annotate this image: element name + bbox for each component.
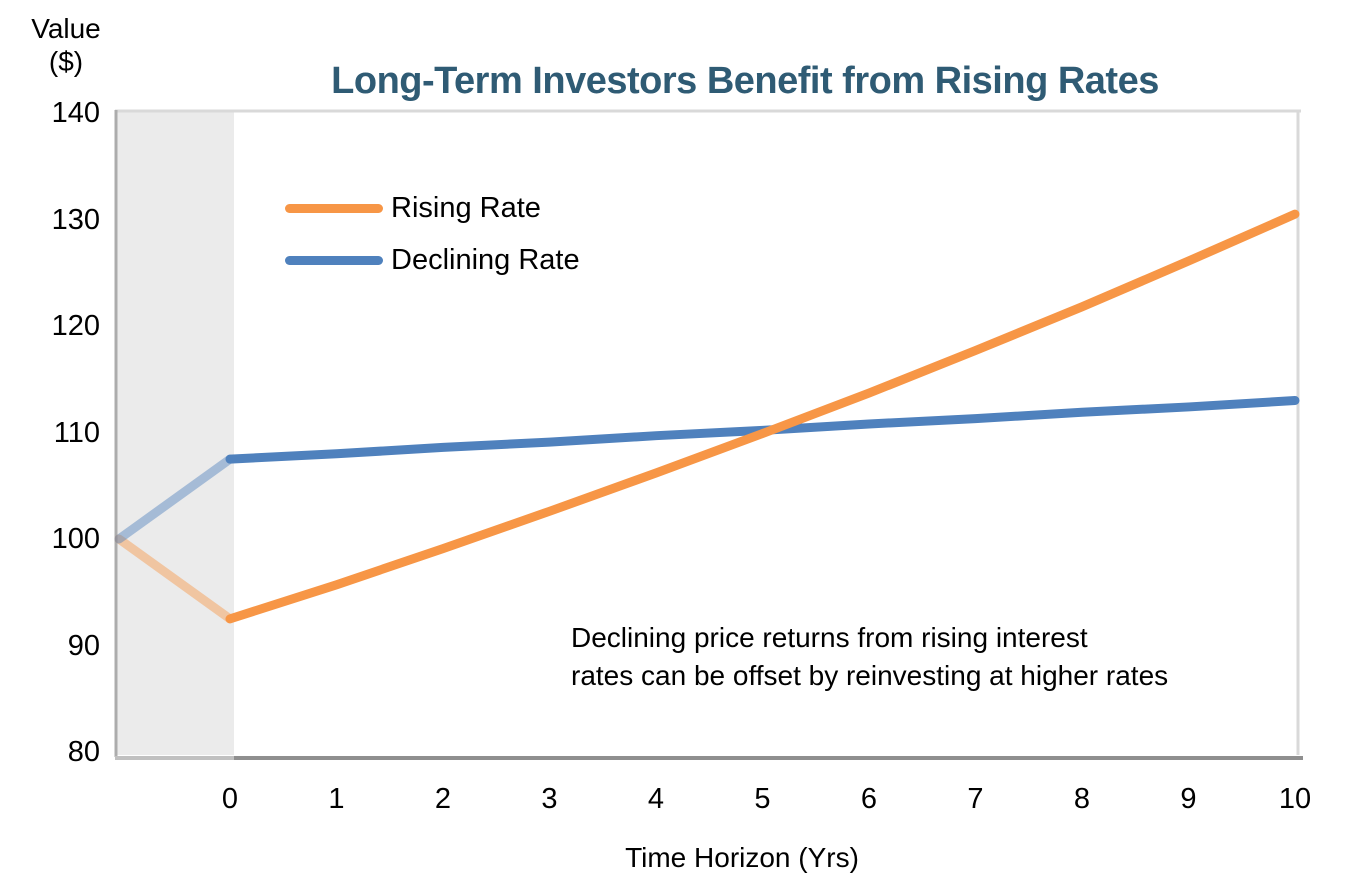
pre-period-shading bbox=[115, 112, 234, 755]
annotation-line-2: rates can be offset by reinvesting at hi… bbox=[571, 660, 1169, 691]
y-axis-title-line-1: Value bbox=[31, 13, 101, 44]
y-tick-label: 100 bbox=[51, 523, 100, 555]
legend-item-declining-rate: Declining Rate bbox=[285, 234, 580, 286]
declining-rate-pre-period-line bbox=[114, 454, 235, 544]
rising-rate-legend-swatch-icon bbox=[285, 203, 383, 213]
x-tick-label: 1 bbox=[328, 783, 345, 815]
x-tick-label: 10 bbox=[1278, 783, 1312, 815]
x-tick-label: 7 bbox=[967, 783, 984, 815]
y-tick-label: 110 bbox=[53, 416, 100, 449]
y-tick-label: 90 bbox=[67, 629, 100, 662]
x-tick-label: 4 bbox=[647, 783, 665, 815]
y-axis-title-line-2: ($) bbox=[48, 46, 84, 77]
rising-rate-line bbox=[225, 209, 1300, 624]
legend-item-rising-rate: Rising Rate bbox=[285, 182, 580, 234]
legend-label: Rising Rate bbox=[391, 191, 541, 224]
y-tick-label: 120 bbox=[51, 310, 100, 342]
declining-rate-legend-swatch-icon bbox=[285, 255, 383, 265]
x-tick-label: 5 bbox=[754, 783, 771, 815]
legend: Rising Rate Declining Rate bbox=[285, 182, 580, 286]
x-tick-label: 8 bbox=[1073, 783, 1091, 815]
x-tick-label: 9 bbox=[1180, 783, 1197, 815]
y-tick-label: 140 bbox=[51, 97, 100, 129]
x-tick-label: 6 bbox=[860, 783, 878, 815]
legend-label: Declining Rate bbox=[391, 243, 580, 276]
annotation: Declining price returns from rising inte… bbox=[571, 619, 1168, 695]
x-axis-title: Time Horizon (Yrs) bbox=[625, 842, 859, 873]
x-tick-label: 0 bbox=[221, 783, 239, 815]
y-axis-title: Value ($) bbox=[18, 12, 114, 78]
y-tick-label: 130 bbox=[51, 203, 100, 236]
x-tick-label: 3 bbox=[541, 783, 558, 815]
annotation-line-1: Declining price returns from rising inte… bbox=[571, 622, 1088, 653]
y-tick-label: 80 bbox=[67, 736, 100, 768]
chart-title: Long-Term Investors Benefit from Rising … bbox=[331, 60, 1159, 102]
x-tick-label: 2 bbox=[434, 783, 452, 815]
rising-rate-pre-period-line bbox=[114, 534, 235, 624]
